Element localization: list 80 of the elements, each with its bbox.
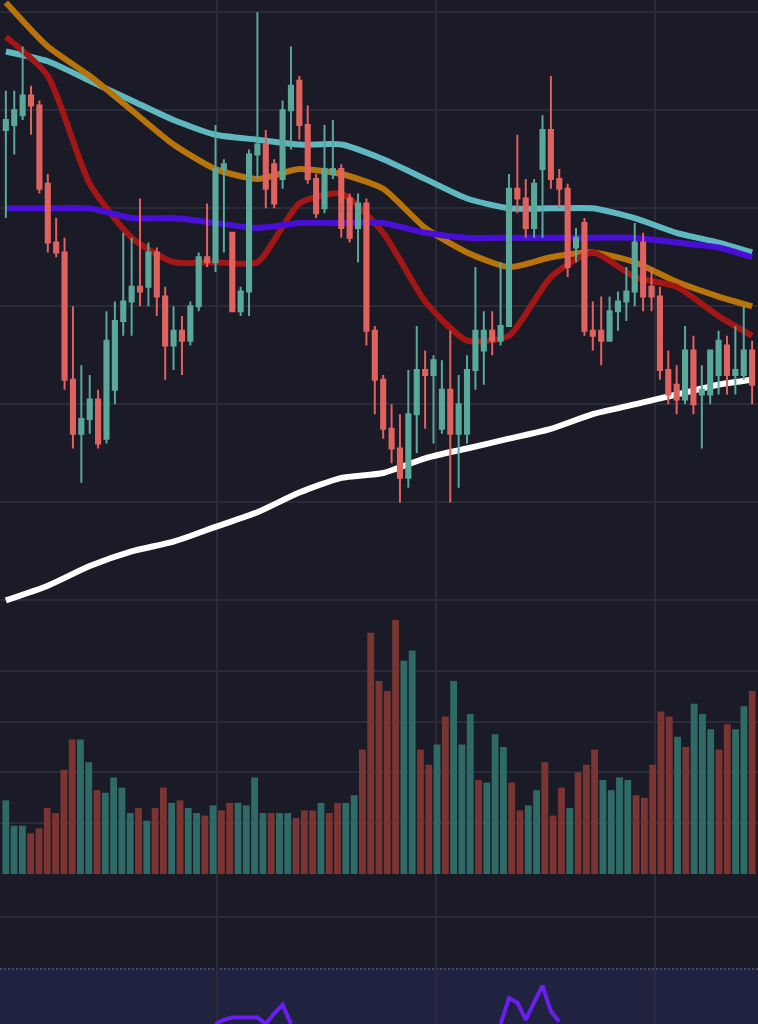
candlestick	[690, 334, 697, 416]
candlestick	[128, 236, 135, 337]
bar	[566, 807, 574, 874]
bar	[251, 777, 258, 874]
bar	[276, 813, 283, 874]
bar	[624, 780, 632, 874]
bar	[475, 780, 482, 874]
bar	[68, 739, 76, 874]
bar	[168, 802, 176, 874]
candlestick	[145, 241, 152, 308]
bar	[690, 703, 698, 874]
bar	[135, 807, 142, 874]
candlestick	[354, 192, 362, 264]
candlestick	[321, 123, 328, 215]
candlestick	[598, 295, 605, 367]
candlestick	[749, 339, 756, 406]
bar	[193, 813, 200, 874]
bar	[408, 650, 416, 874]
bar	[19, 825, 26, 874]
candlestick	[136, 197, 144, 308]
candlestick	[489, 310, 496, 357]
candlestick	[723, 334, 731, 396]
bar	[665, 716, 673, 874]
bar	[218, 810, 225, 874]
bar	[27, 833, 35, 874]
bar	[591, 749, 599, 874]
bar	[226, 802, 234, 874]
bar	[541, 762, 549, 874]
candlestick	[715, 329, 722, 396]
bar	[466, 713, 474, 874]
candlestick	[430, 354, 437, 445]
bar	[334, 802, 341, 874]
bar	[209, 805, 217, 874]
bar	[300, 810, 308, 874]
candlestick	[447, 329, 454, 504]
candlestick	[573, 226, 580, 264]
candlestick	[606, 295, 613, 342]
bar	[267, 813, 275, 874]
candlestick	[2, 89, 9, 220]
bar	[77, 739, 84, 874]
bar	[184, 807, 192, 874]
bar	[367, 632, 375, 874]
candlestick	[422, 349, 429, 430]
bar	[450, 680, 458, 874]
bar	[674, 736, 681, 874]
candlestick	[204, 202, 211, 269]
bar	[43, 807, 51, 874]
candlestick	[170, 305, 177, 372]
candlestick	[229, 231, 236, 313]
bar	[392, 620, 399, 874]
candlestick	[212, 123, 219, 274]
bar	[2, 800, 10, 874]
candlestick	[178, 315, 185, 376]
bar	[110, 777, 118, 874]
candlestick	[682, 324, 689, 406]
candlestick	[338, 163, 345, 239]
candlestick	[531, 177, 538, 239]
bar	[748, 691, 756, 874]
candlestick	[640, 231, 647, 313]
candlestick	[95, 388, 102, 450]
candlestick	[539, 114, 546, 239]
bar	[159, 787, 167, 874]
bar	[350, 795, 358, 874]
bar	[441, 716, 449, 874]
bar	[682, 747, 690, 874]
bar	[201, 815, 209, 874]
bar	[342, 802, 350, 874]
bar	[533, 790, 540, 874]
bar	[309, 810, 317, 874]
bar	[417, 749, 424, 874]
bar	[284, 813, 292, 874]
candlestick	[78, 364, 85, 484]
bar	[491, 734, 499, 874]
bar	[723, 724, 731, 874]
bar	[508, 782, 516, 874]
candlestick	[438, 359, 445, 435]
candlestick	[262, 128, 269, 210]
bar	[143, 820, 151, 874]
bar	[616, 777, 623, 874]
bar	[558, 787, 565, 874]
